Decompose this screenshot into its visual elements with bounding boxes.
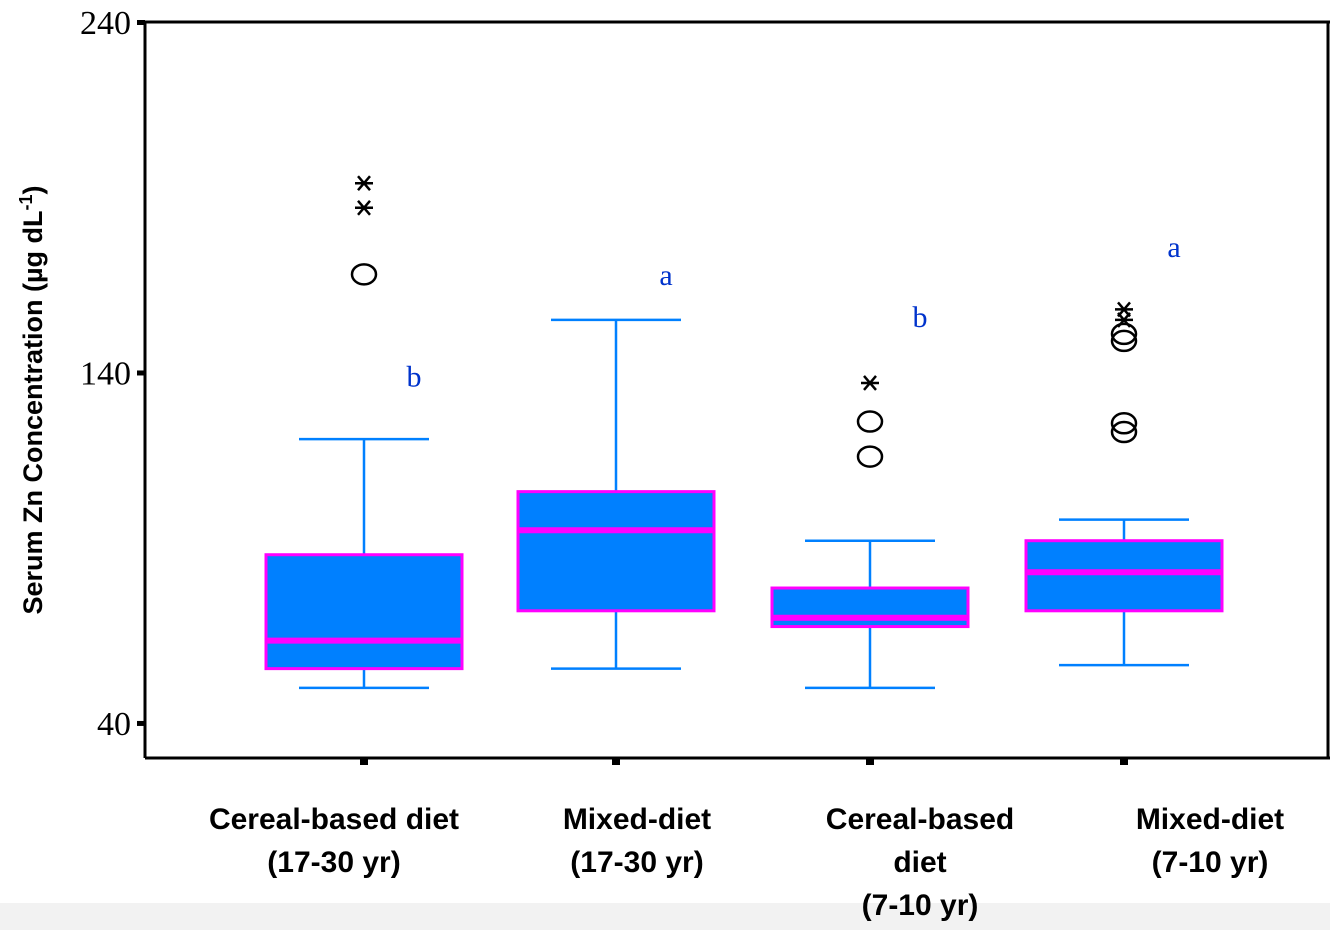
- outlier-star: [1115, 301, 1133, 318]
- iqr-box: [264, 553, 464, 671]
- outlier-circle: [1110, 420, 1138, 444]
- category-labels: Cereal-based diet (17-30 yr) Mixed-diet (17…: [209, 803, 1284, 922]
- significance-letter: a: [1167, 231, 1180, 264]
- outlier-circle: [1110, 322, 1138, 346]
- y-tick-mark: [137, 370, 145, 376]
- x-tick-mark: [866, 757, 874, 765]
- outlier-star: [355, 175, 373, 192]
- y-tick-label: 240: [80, 5, 131, 42]
- category-label-line: (17-30 yr): [267, 846, 400, 879]
- outlier-star-stroke: [357, 199, 371, 216]
- category-label-line: Cereal-based diet: [209, 803, 459, 836]
- significance-letter: b: [407, 360, 422, 393]
- box-group: b: [770, 301, 970, 690]
- category-label-line: (7-10 yr): [1152, 846, 1269, 879]
- x-tick-mark: [360, 757, 368, 765]
- category-label-line: Mixed-diet: [563, 803, 711, 836]
- footer-band: [0, 903, 1330, 930]
- iqr-box: [516, 490, 716, 613]
- outlier-star: [861, 375, 879, 391]
- y-tick-mark: [137, 20, 145, 25]
- category-label-line: Cereal-based: [826, 803, 1014, 836]
- category-label-line: Mixed-diet: [1136, 803, 1284, 836]
- y-axis-label-main: Serum Zn Concentration (µg dL: [18, 210, 48, 614]
- outlier-circle: [350, 263, 378, 286]
- outlier-star-stroke: [357, 175, 371, 192]
- y-tick-label: 40: [97, 706, 131, 743]
- y-axis-label-superscript: -1: [16, 194, 36, 210]
- significance-letter: a: [659, 259, 672, 292]
- boxes: b a b a: [264, 175, 1224, 690]
- category-label-line: (17-30 yr): [570, 846, 703, 879]
- outlier-circle: [856, 445, 884, 468]
- significance-letter: b: [913, 301, 928, 334]
- x-tick-mark: [1120, 757, 1128, 765]
- category-label-line: (7-10 yr): [862, 889, 979, 922]
- outlier-circle: [856, 410, 884, 433]
- y-tick-mark: [137, 720, 145, 726]
- y-axis-label: Serum Zn Concentration (µg dL-1): [16, 185, 48, 614]
- y-tick-label: 140: [80, 355, 131, 392]
- box-group: a: [516, 259, 716, 670]
- box-group: b: [264, 175, 464, 690]
- outlier-star-stroke: [1117, 301, 1131, 318]
- outlier-circle: [1110, 329, 1138, 353]
- box-group: a: [1024, 231, 1224, 667]
- x-tick-mark: [612, 757, 620, 765]
- y-axis-label-close: ): [18, 185, 48, 194]
- iqr-box: [1024, 539, 1224, 613]
- y-axis-label-group: Serum Zn Concentration (µg dL-1): [16, 185, 48, 614]
- outlier-star: [355, 199, 373, 216]
- axes: 40 140 240: [80, 5, 1330, 765]
- category-label-line: diet: [893, 846, 946, 879]
- outlier-star-stroke: [863, 375, 877, 391]
- outlier-circle: [1110, 412, 1138, 435]
